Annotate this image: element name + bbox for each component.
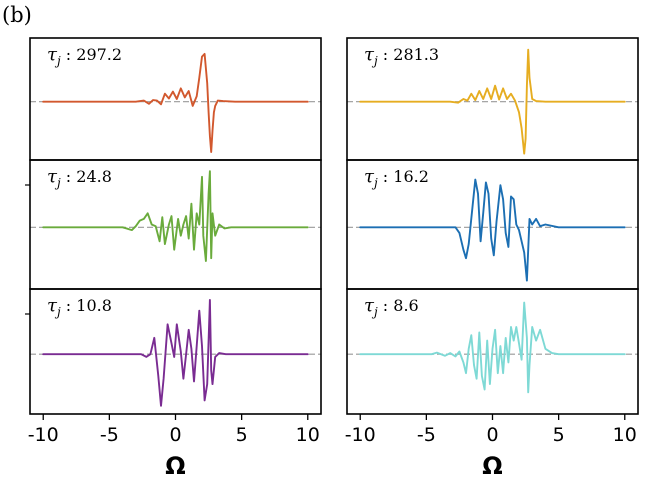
- x-tick-label: -10: [28, 424, 59, 446]
- tau-subscript: j: [371, 54, 378, 68]
- tau-label: τj : 16.2: [364, 166, 429, 190]
- tau-separator: :: [61, 296, 77, 315]
- x-tick-label: 0: [169, 424, 181, 446]
- tau-value: 16.2: [393, 167, 429, 186]
- series-line: [42, 52, 309, 153]
- tau-separator: :: [61, 167, 77, 186]
- series-line: [42, 298, 309, 407]
- subplot: τj : 10.8: [25, 288, 322, 415]
- x-tick-label: 5: [236, 424, 248, 446]
- subplot: τj : 16.2: [346, 159, 639, 290]
- tau-symbol: τ: [47, 166, 58, 187]
- x-tick-label: 5: [553, 424, 565, 446]
- tau-symbol: τ: [47, 44, 58, 65]
- subplot: τj : 8.6: [346, 288, 639, 415]
- subplot: τj : 24.8: [25, 159, 322, 290]
- tau-separator: :: [378, 45, 394, 64]
- tau-separator: :: [378, 167, 394, 186]
- tau-symbol: τ: [364, 295, 375, 316]
- x-tick-label: -5: [100, 424, 119, 446]
- tau-value: 10.8: [76, 296, 112, 315]
- tau-value: 297.2: [76, 45, 122, 64]
- tau-subscript: j: [54, 176, 61, 190]
- tau-subscript: j: [371, 176, 378, 190]
- tau-symbol: τ: [364, 166, 375, 187]
- series-line: [359, 301, 626, 394]
- tau-value: 24.8: [76, 167, 112, 186]
- subplot: τj : 297.2: [29, 37, 322, 161]
- tau-label: τj : 8.6: [364, 295, 419, 319]
- subplot: τj : 281.3: [346, 37, 639, 161]
- tau-subscript: j: [54, 305, 61, 319]
- tau-symbol: τ: [47, 295, 58, 316]
- tau-label: τj : 297.2: [47, 44, 122, 68]
- x-tick-label: -10: [345, 424, 376, 446]
- tau-subscript: j: [371, 305, 378, 319]
- x-tick-label: 10: [296, 424, 320, 446]
- tau-separator: :: [61, 45, 77, 64]
- tau-label: τj : 24.8: [47, 166, 112, 190]
- series-line: [359, 48, 626, 155]
- x-axis-label: Ω: [482, 452, 502, 480]
- tau-label: τj : 281.3: [364, 44, 439, 68]
- x-tick-label: 0: [486, 424, 498, 446]
- tau-value: 281.3: [393, 45, 439, 64]
- tau-subscript: j: [54, 54, 61, 68]
- x-tick-label: 10: [613, 424, 637, 446]
- tau-separator: :: [378, 296, 394, 315]
- tau-symbol: τ: [364, 44, 375, 65]
- tau-value: 8.6: [393, 296, 418, 315]
- panel-letter: (b): [2, 3, 32, 27]
- x-tick-label: -5: [417, 424, 436, 446]
- x-axis-label: Ω: [165, 452, 185, 480]
- tau-label: τj : 10.8: [47, 295, 112, 319]
- series-line: [42, 170, 309, 262]
- series-line: [359, 178, 626, 282]
